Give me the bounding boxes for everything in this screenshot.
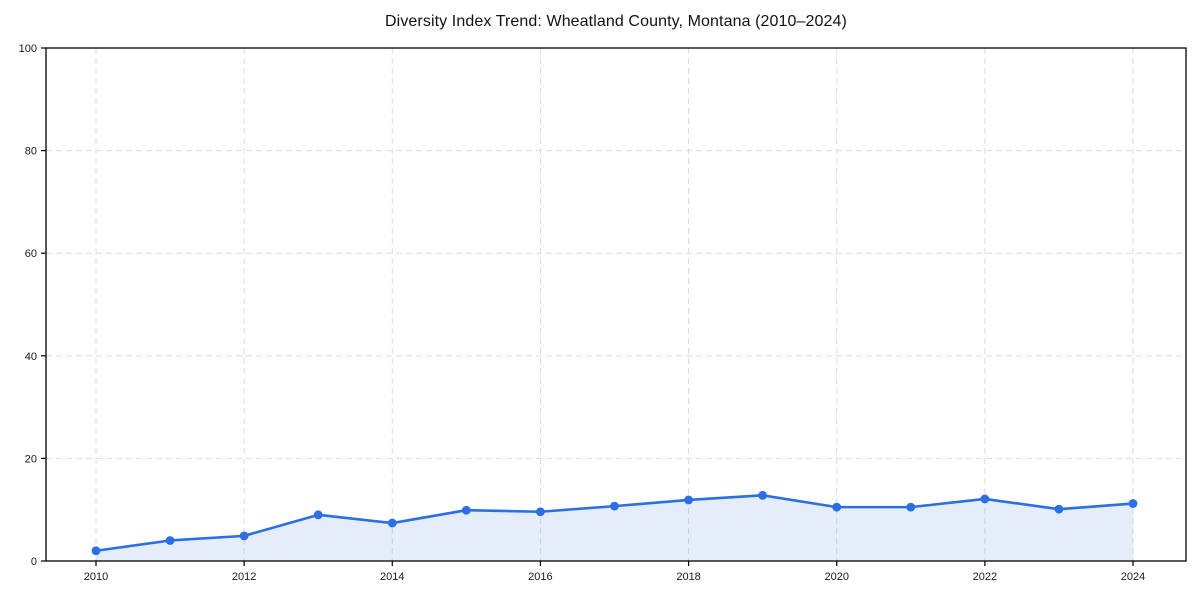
plot-frame <box>45 47 1187 562</box>
data-point-2017 <box>610 501 619 511</box>
x-tick-label: 2012 <box>232 571 256 583</box>
y-tick-label: 0 <box>31 556 37 568</box>
y-tick-label: 20 <box>25 453 37 465</box>
x-tick-label: 2020 <box>824 571 848 583</box>
data-point-2021 <box>906 502 916 512</box>
data-point-2024 <box>1128 499 1138 508</box>
data-point-2018 <box>684 495 693 505</box>
area-fill <box>96 495 1133 561</box>
chart-title: Diversity Index Trend: Wheatland County,… <box>385 13 847 30</box>
x-tick-label: 2018 <box>676 571 700 583</box>
x-tick-label: 2014 <box>380 571 404 583</box>
data-point-2016 <box>536 507 545 517</box>
y-tick-label: 40 <box>25 351 37 363</box>
y-tick-label: 60 <box>25 248 37 260</box>
x-tick-label: 2022 <box>973 571 997 583</box>
data-point-2022 <box>980 494 990 504</box>
data-point-2019 <box>758 490 768 500</box>
y-tick-label: 80 <box>25 146 37 158</box>
data-point-2015 <box>461 505 471 515</box>
data-point-2013 <box>313 510 323 520</box>
data-point-2011 <box>165 536 175 545</box>
data-point-2014 <box>387 518 397 528</box>
x-tick-label: 2016 <box>528 571 552 583</box>
x-tick-label: 2024 <box>1121 571 1145 583</box>
data-point-2010 <box>91 546 101 556</box>
y-tick-label: 100 <box>19 43 37 55</box>
data-point-2023 <box>1054 504 1064 514</box>
data-point-2020 <box>832 502 842 512</box>
data-point-2012 <box>239 531 249 541</box>
x-tick-label: 2010 <box>84 571 108 583</box>
